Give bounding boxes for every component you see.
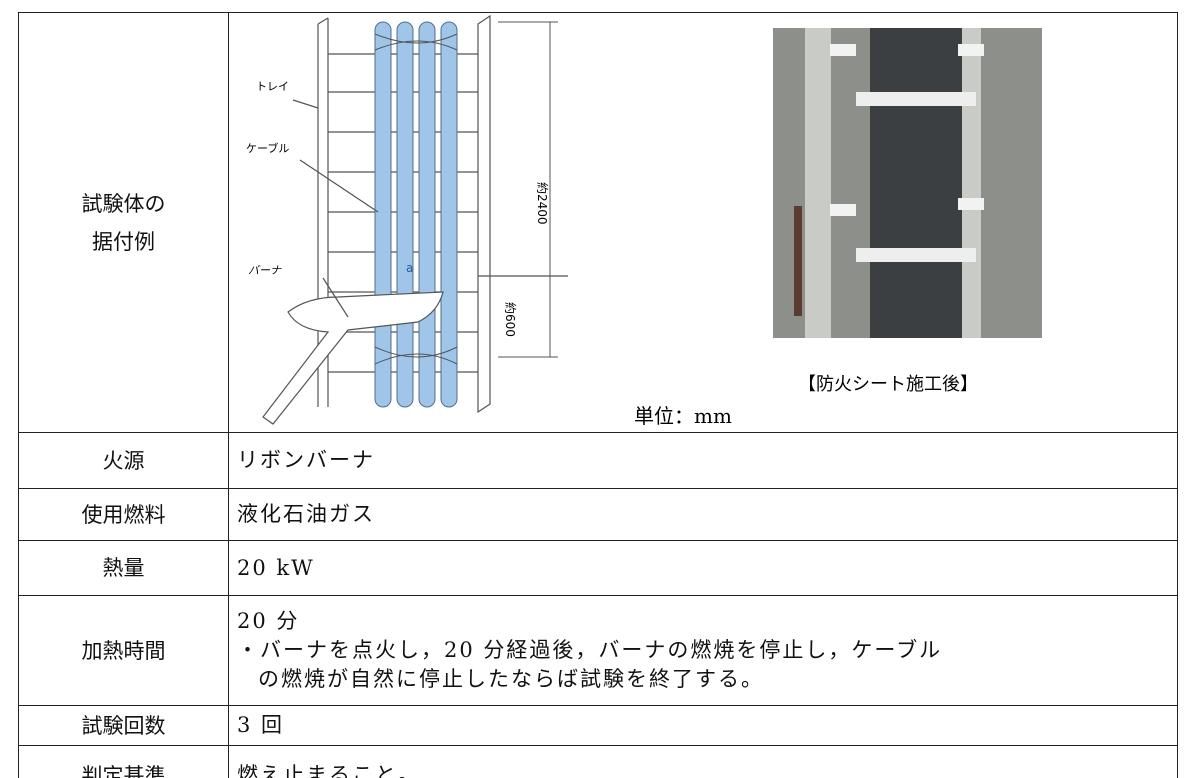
row-label: 加熱時間 bbox=[18, 595, 229, 706]
value-line: ・バーナを点火し，20 分経過後，バーナの燃焼を停止し，ケーブル bbox=[237, 638, 943, 662]
value-line: 燃え止まること。 bbox=[237, 763, 421, 778]
figure: トレイ ケーブル バーナ a 約2400 約600 【防火シート施工後】 単位：… bbox=[246, 14, 1042, 428]
value-line: の燃焼が自然に停止したならば試験を終了する。 bbox=[258, 667, 764, 691]
table-row: 使用燃料 液化石油ガス bbox=[18, 488, 1178, 541]
label-line: 据付例 bbox=[92, 229, 155, 254]
table-row: 熱量 20 kW bbox=[18, 540, 1178, 596]
diagram-label: バーナ bbox=[248, 264, 282, 277]
table-row: 判定基準 燃え止まること。 bbox=[18, 745, 1178, 778]
row-value: 20 分・バーナを点火し，20 分経過後，バーナの燃焼を停止し，ケーブルの燃焼が… bbox=[228, 595, 1178, 706]
label-line: 試験体の bbox=[81, 191, 166, 216]
diagram-label: a bbox=[406, 261, 413, 275]
burner bbox=[262, 99, 568, 425]
dimension-label: 約600 bbox=[503, 302, 518, 337]
row-label: 判定基準 bbox=[18, 745, 229, 778]
value-line: 液化石油ガス bbox=[237, 502, 375, 526]
photo bbox=[773, 28, 1042, 338]
table-row: 試験回数 3 回 bbox=[18, 705, 1178, 746]
row-value: 燃え止まること。 bbox=[228, 745, 1178, 778]
dimension-label: 約2400 bbox=[535, 182, 550, 225]
cables bbox=[374, 21, 458, 408]
row-label: 試験体の 据付例 bbox=[18, 12, 229, 433]
row-value: 3 回 bbox=[228, 705, 1178, 746]
photo-caption: 【防火シート施工後】 bbox=[798, 374, 978, 395]
row-value: 液化石油ガス bbox=[228, 488, 1178, 541]
value-line: 20 分 bbox=[237, 609, 300, 633]
value-line: 3 回 bbox=[237, 713, 285, 737]
dimensions bbox=[498, 21, 558, 358]
table-row: 火源 リボンバーナ bbox=[18, 432, 1178, 489]
row-label: 試験回数 bbox=[18, 705, 229, 746]
row-label: 熱量 bbox=[18, 540, 229, 596]
row-label: 火源 bbox=[18, 432, 229, 489]
row-value: 20 kW bbox=[228, 540, 1178, 596]
table-row: 加熱時間 20 分・バーナを点火し，20 分経過後，バーナの燃焼を停止し，ケーブル… bbox=[18, 595, 1178, 706]
row-value: リボンバーナ bbox=[228, 432, 1178, 489]
diagram-label: ケーブル bbox=[246, 141, 289, 155]
row-label: 使用燃料 bbox=[18, 488, 229, 541]
diagram-label: トレイ bbox=[256, 80, 289, 93]
value-line: リボンバーナ bbox=[237, 448, 375, 472]
value-line: 20 kW bbox=[237, 555, 315, 580]
unit-label: 単位：mm bbox=[634, 404, 732, 428]
